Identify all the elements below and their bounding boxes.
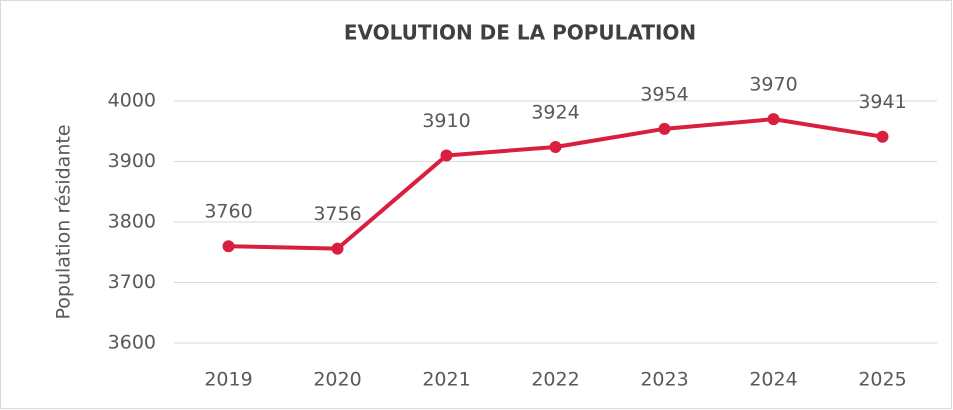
data-label: 3924 — [531, 101, 579, 123]
x-tick-label: 2020 — [313, 369, 361, 391]
y-tick-label: 4000 — [108, 90, 156, 112]
y-axis-label: Population résidante — [53, 124, 75, 319]
marker — [876, 130, 889, 143]
y-tick-label: 3600 — [108, 332, 156, 354]
y-tick-label: 3800 — [108, 211, 156, 233]
data-label: 3970 — [749, 74, 797, 96]
data-label: 3954 — [640, 83, 688, 105]
marker — [767, 113, 780, 126]
marker — [549, 140, 562, 153]
chart-title: EVOLUTION DE LA POPULATION — [344, 21, 696, 45]
y-tick-label: 3700 — [108, 271, 156, 293]
x-tick-label: 2024 — [749, 369, 797, 391]
y-tick-label: 3900 — [108, 150, 156, 172]
x-tick-label: 2022 — [531, 369, 579, 391]
data-label: 3910 — [422, 110, 470, 132]
marker — [440, 149, 453, 162]
data-label: 3941 — [858, 91, 906, 113]
data-label: 3760 — [204, 201, 252, 223]
x-tick-label: 2019 — [204, 369, 252, 391]
marker — [331, 242, 344, 255]
marker — [222, 240, 235, 253]
data-label: 3756 — [313, 203, 361, 225]
marker — [658, 122, 671, 135]
x-tick-label: 2025 — [858, 369, 906, 391]
x-tick-label: 2023 — [640, 369, 688, 391]
x-tick-label: 2021 — [422, 369, 470, 391]
